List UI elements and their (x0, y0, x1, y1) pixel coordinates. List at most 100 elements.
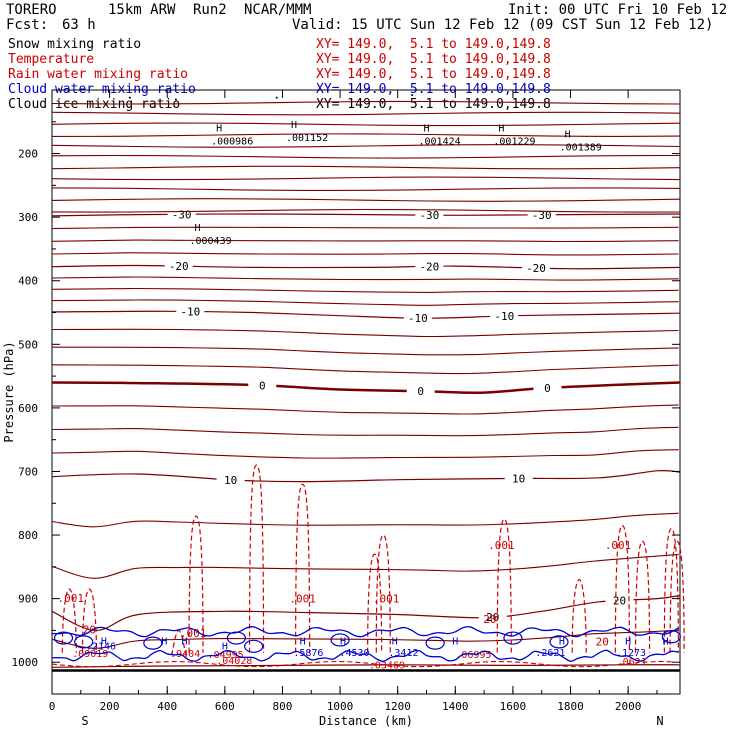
cloud-water-max-marker: H (392, 636, 398, 647)
isotherm-line (51, 187, 681, 192)
isotherm-line (51, 122, 681, 127)
rain-max-value: .9404 (170, 649, 200, 660)
isotherm-line (51, 111, 681, 116)
isotherm-label: -20 (526, 262, 546, 275)
rain-contour (663, 528, 679, 653)
isotherm-line (51, 252, 679, 256)
isotherm-line (51, 176, 681, 181)
cloud-water-cell (53, 631, 74, 645)
cloud-water-max-marker: H (181, 636, 187, 647)
legend-field-xy: XY= 149.0, 5.1 to 149.0,149.8 (316, 37, 551, 52)
x-tick-label: 1800 (557, 700, 584, 713)
legend-field-name: Snow mixing ratio (8, 37, 142, 52)
rain-contour-label: .001 (605, 539, 632, 552)
x-tick-label: 600 (215, 700, 235, 713)
x-tick-label: 800 (273, 700, 293, 713)
label-background (176, 304, 205, 318)
cloud-water-cell (244, 639, 264, 653)
cloud-water-max-marker: H (663, 636, 669, 647)
snow-contour-dot (411, 94, 414, 97)
isotherm-line (51, 154, 681, 159)
label-background (605, 593, 634, 607)
isotherm-line (52, 346, 679, 356)
rain-contour (295, 483, 311, 653)
label-background (415, 208, 444, 222)
cloud-water-contour (51, 626, 679, 638)
isotherm-line (51, 165, 681, 170)
isotherm-line (51, 469, 681, 483)
isotherm-label: -30 (532, 209, 552, 222)
cloud-water-max-value: .4530 (339, 648, 369, 659)
cloud-water-contour (51, 649, 679, 662)
y-tick-label: 300 (18, 211, 38, 224)
isotherm-line (51, 449, 679, 459)
rain-contour (188, 515, 204, 653)
x-tick-label: 1000 (327, 700, 354, 713)
snow-contour-dot (275, 96, 278, 99)
rain-contour (61, 588, 77, 653)
rain-contour (81, 588, 98, 653)
y-tick-label: 800 (18, 529, 38, 542)
cloud-water-cell (330, 633, 350, 647)
isotherm-label: -20 (169, 260, 189, 273)
snow-max-marker: H (565, 130, 571, 141)
rain-contour-label: .001 (180, 627, 207, 640)
isotherm-line (51, 404, 679, 415)
isotherm-line (51, 553, 679, 579)
rain-max-value: .0621 (617, 657, 647, 668)
label-background (248, 378, 277, 392)
isotherm-label: -30 (172, 208, 192, 221)
rain-contour (571, 578, 587, 653)
snow-max-marker: H (194, 223, 200, 234)
label-background (533, 380, 562, 394)
label-background (406, 384, 435, 398)
legend-field-xy: XY= 149.0, 5.1 to 149.0,149.8 (316, 97, 551, 112)
isotherm-label: 20 (613, 595, 626, 608)
y-tick-label: 500 (18, 338, 38, 351)
isotherm-line (51, 512, 679, 528)
snow-max-marker: H (216, 123, 222, 134)
cloud-water-max-marker: H (340, 636, 346, 647)
rain-max-value: .04028 (216, 656, 252, 667)
label-background (164, 259, 193, 273)
isotherm-line (51, 276, 679, 281)
isotherm-line (51, 426, 679, 437)
snow-max-value: .001229 (493, 136, 535, 147)
legend-field-xy: XY= 149.0, 5.1 to 149.0,149.8 (316, 52, 551, 67)
label-background (415, 259, 444, 273)
cloud-water-max-marker: H (161, 636, 167, 647)
snow-max-value: .000439 (189, 236, 231, 247)
isotherm-label: -10 (180, 306, 200, 319)
isotherm-label: 10 (224, 474, 237, 487)
isotherm-label: 10 (512, 472, 525, 485)
isotherm-line (51, 264, 681, 270)
legend-field-name: Rain water mixing ratio (8, 67, 189, 82)
header-fcst-label: Fcst: (6, 17, 49, 33)
header-run: Run2 (193, 2, 227, 18)
header-resolution: 15km ARW (108, 2, 176, 18)
plot-frame (51, 89, 681, 695)
snow-max-value: .000986 (211, 136, 253, 147)
rain-contour-label: 20 (483, 613, 496, 626)
rain-max-value: .03469 (369, 661, 405, 672)
cloud-water-max-marker: H (559, 636, 565, 647)
isotherm-line (51, 226, 679, 230)
rain-contour-label: 20 (596, 636, 609, 649)
isotherm-line (51, 213, 681, 217)
isotherm-line (51, 310, 681, 319)
isotherm-line (51, 299, 679, 306)
cloud-water-cell (661, 630, 681, 644)
cloud-water-max-value: .3412 (388, 648, 418, 659)
cloud-water-max-marker: H (625, 636, 631, 647)
y-tick-label: 900 (18, 593, 38, 606)
isotherm-line (51, 133, 681, 137)
isotherm-line (51, 664, 681, 668)
x-tick-label: 2000 (615, 700, 642, 713)
label-background (478, 609, 507, 623)
rain-contour-label: .001 (289, 592, 316, 605)
cloud-water-max-marker: H (222, 641, 228, 652)
x-tick-label: 200 (100, 700, 120, 713)
isotherm-label: 20 (486, 611, 499, 624)
isotherm-label: 0 (259, 379, 266, 392)
